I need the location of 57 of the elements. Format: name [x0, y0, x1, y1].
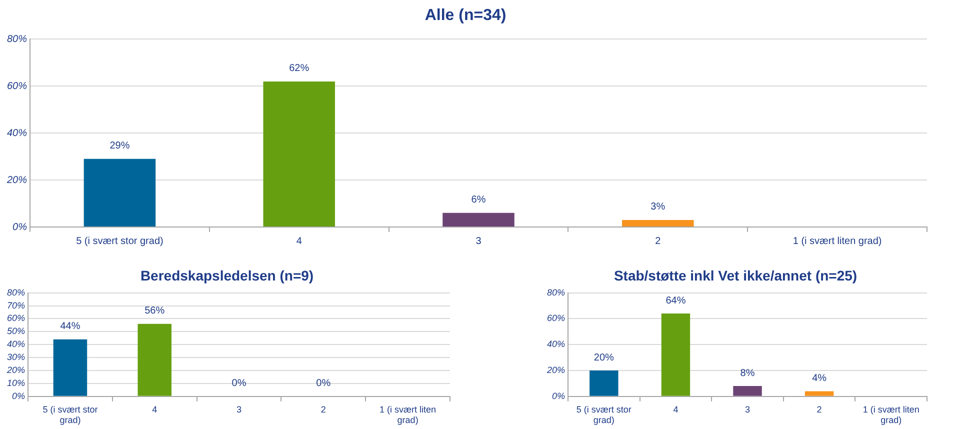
y-tick-label: 0% [12, 222, 28, 233]
x-tick-label: 2 [320, 404, 326, 414]
y-tick-label: 40% [547, 339, 566, 350]
data-label: 3% [650, 202, 666, 213]
data-label: 56% [144, 306, 165, 317]
x-tick-label: 5 (i svært stor grad) [76, 236, 164, 247]
y-tick-label: 20% [6, 365, 26, 375]
x-tick-label: 4 [152, 404, 158, 414]
bar [442, 212, 514, 226]
y-tick-label: 20% [546, 365, 566, 375]
data-label: 6% [471, 194, 486, 206]
chart-title: Stab/støtte inkl Vet ikke/annet (n=25) [614, 267, 858, 284]
y-tick-label: 60% [7, 80, 28, 92]
y-tick-label: 50% [7, 326, 26, 336]
x-tick-label: 3 [745, 404, 750, 414]
data-label: 4% [812, 372, 827, 384]
chart-title: Alle (n=34) [424, 7, 506, 24]
x-tick-label: 4 [673, 404, 678, 414]
chart-title: Beredskapsledelsen (n=9) [140, 267, 314, 284]
bar [622, 220, 694, 226]
x-tick-label: 5 (i svært stor grad) [576, 404, 632, 426]
y-tick-label: 10% [7, 378, 26, 388]
y-tick-label: 40% [7, 128, 28, 139]
y-tick-label: 0% [552, 390, 566, 401]
data-label: 62% [289, 63, 310, 74]
x-tick-label: 4 [296, 236, 302, 247]
x-tick-label: 2 [816, 404, 822, 414]
bar [84, 158, 156, 226]
y-tick-label: 40% [7, 339, 26, 350]
bar [263, 81, 335, 226]
y-tick-label: 80% [7, 34, 28, 45]
y-tick-label: 80% [547, 287, 566, 298]
x-tick-label: 1 (i svært liten grad) [792, 236, 882, 247]
y-tick-label: 80% [7, 287, 26, 298]
x-tick-label: 5 (i svært stor grad) [42, 404, 98, 426]
data-label: 29% [110, 140, 130, 152]
data-label: 0% [316, 378, 331, 390]
bar [590, 370, 618, 396]
x-tick-label: 2 [655, 236, 662, 247]
data-label: 20% [594, 352, 614, 364]
y-tick-label: 60% [7, 313, 26, 324]
y-tick-label: 20% [6, 174, 28, 186]
y-tick-label: 70% [7, 300, 26, 310]
y-tick-label: 60% [547, 313, 566, 324]
data-label: 0% [232, 378, 246, 390]
bar [804, 391, 834, 396]
bar [733, 386, 762, 396]
y-tick-label: 0% [12, 390, 26, 401]
y-tick-label: 30% [7, 352, 26, 362]
x-tick-label: 3 [236, 404, 242, 414]
data-label: 64% [666, 295, 686, 306]
x-tick-label: 1 (i svært liten grad) [862, 404, 920, 426]
bar [661, 314, 690, 396]
data-label: 8% [740, 368, 755, 379]
x-tick-label: 3 [476, 236, 482, 247]
data-label: 44% [60, 321, 80, 332]
x-tick-label: 1 (i svært liten grad) [380, 404, 436, 426]
